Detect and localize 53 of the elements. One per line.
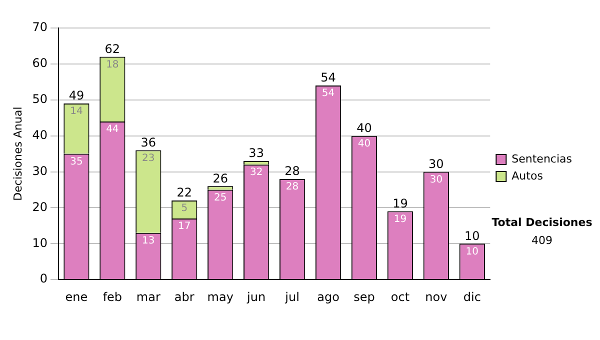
data-label: 23 <box>142 152 155 164</box>
y-tick-label: 50 <box>32 92 48 106</box>
total-label: 26 <box>212 171 228 186</box>
total-label: 54 <box>320 70 336 85</box>
text: Total Decisiones <box>492 216 593 229</box>
total-label: 19 <box>392 196 408 210</box>
y-tick-label: 10 <box>32 236 48 250</box>
data-label: 40 <box>358 138 371 150</box>
data-label: 54 <box>322 88 335 100</box>
data-label: 35 <box>70 156 83 168</box>
y-tick-label: 30 <box>32 164 48 178</box>
data-label: 32 <box>250 167 263 178</box>
x-tick-label: nov <box>425 290 448 304</box>
x-tick-label: sep <box>354 290 375 304</box>
y-tick-label: 20 <box>32 200 48 214</box>
x-tick-label: jul <box>284 290 300 304</box>
y-tick-label: 70 <box>32 20 48 34</box>
data-label: 13 <box>142 235 155 246</box>
y-axis-title: Decisiones Anual <box>11 106 24 201</box>
x-tick-label: abr <box>174 290 194 304</box>
data-label: 30 <box>430 174 443 186</box>
total-label: 49 <box>68 88 84 103</box>
legend-label: Autos <box>512 169 544 182</box>
total-label: 33 <box>248 146 264 160</box>
x-tick-label: ene <box>65 290 88 304</box>
x-tick-label: jun <box>246 290 266 304</box>
legend-label: Sentencias <box>512 152 572 166</box>
data-label: 28 <box>286 182 299 193</box>
x-tick-label: mar <box>136 290 160 304</box>
x-tick-label: dic <box>463 290 481 304</box>
data-label: 14 <box>70 106 83 118</box>
data-label: 18 <box>106 59 119 70</box>
total-label: 62 <box>104 42 120 56</box>
x-tick-label: ago <box>317 290 340 304</box>
x-tick-label: oct <box>390 290 410 304</box>
data-label: 17 <box>178 221 191 232</box>
x-tick-label: feb <box>102 290 122 304</box>
y-tick-label: 60 <box>32 56 48 70</box>
data-label: 10 <box>466 246 479 258</box>
data-label: 5 <box>181 203 188 214</box>
x-tick-label: may <box>207 290 234 304</box>
text: 409 <box>532 234 552 247</box>
total-label: 28 <box>284 164 300 178</box>
total-label: 22 <box>176 186 192 200</box>
total-label: 30 <box>428 156 444 171</box>
data-label: 25 <box>214 192 227 204</box>
data-label: 19 <box>394 214 407 225</box>
y-tick-label: 40 <box>32 128 48 142</box>
total-label: 10 <box>464 228 480 243</box>
data-label: 44 <box>106 124 119 136</box>
total-label: 40 <box>356 120 372 135</box>
total-label: 36 <box>140 135 156 150</box>
y-tick-label: 0 <box>40 272 48 286</box>
